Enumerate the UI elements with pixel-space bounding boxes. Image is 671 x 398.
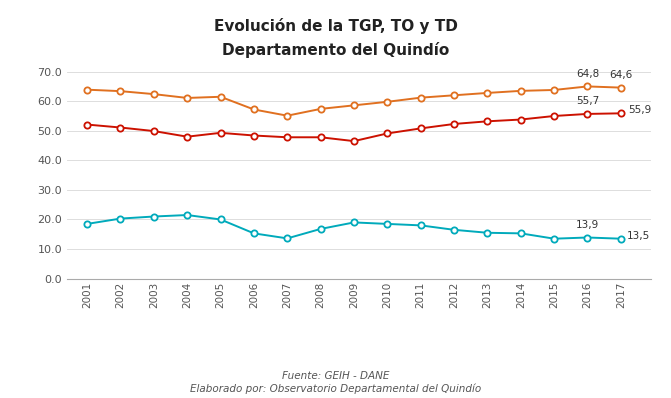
Text: 64,6: 64,6 [609,70,633,80]
Text: 13,9: 13,9 [576,220,599,230]
Text: 55,7: 55,7 [576,96,599,106]
Text: 13,5: 13,5 [627,231,650,241]
Legend: TGP, TO, TD: TGP, TO, TD [151,392,392,398]
Text: 64,8: 64,8 [576,69,599,79]
Text: Departamento del Quindío: Departamento del Quindío [222,42,449,58]
Text: Elaborado por: Observatorio Departamental del Quindío: Elaborado por: Observatorio Departamenta… [190,384,481,394]
Text: Fuente: GEIH - DANE: Fuente: GEIH - DANE [282,371,389,381]
Text: Evolución de la TGP, TO y TD: Evolución de la TGP, TO y TD [213,18,458,34]
Text: 55,9: 55,9 [629,105,652,115]
